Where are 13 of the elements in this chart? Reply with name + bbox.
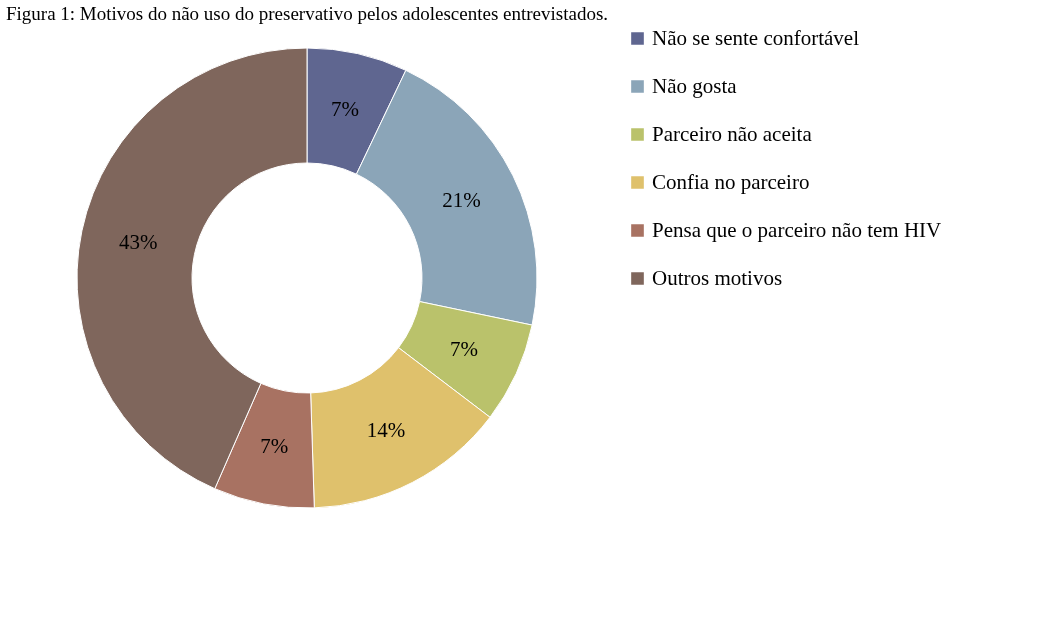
data-label: 7% [449,336,478,361]
data-label: 7% [260,434,289,459]
legend-label: Não se sente confortável [652,25,860,50]
data-label: 7% [331,96,359,121]
legend-label: Parceiro não aceita [652,121,813,146]
legend-label: Pensa que o parceiro não tem HIV [652,217,942,242]
data-label: 43% [118,229,158,254]
chart-title: Figura 1: Motivos do não uso do preservativo pelos adolescentes entrevistados. [5,3,609,24]
data-label: 21% [442,188,481,213]
legend-label: Confia no parceiro [652,169,810,194]
legend-label: Não gosta [652,73,738,98]
legend-label: Outros motivos [652,265,783,290]
data-label: 14% [366,418,406,443]
